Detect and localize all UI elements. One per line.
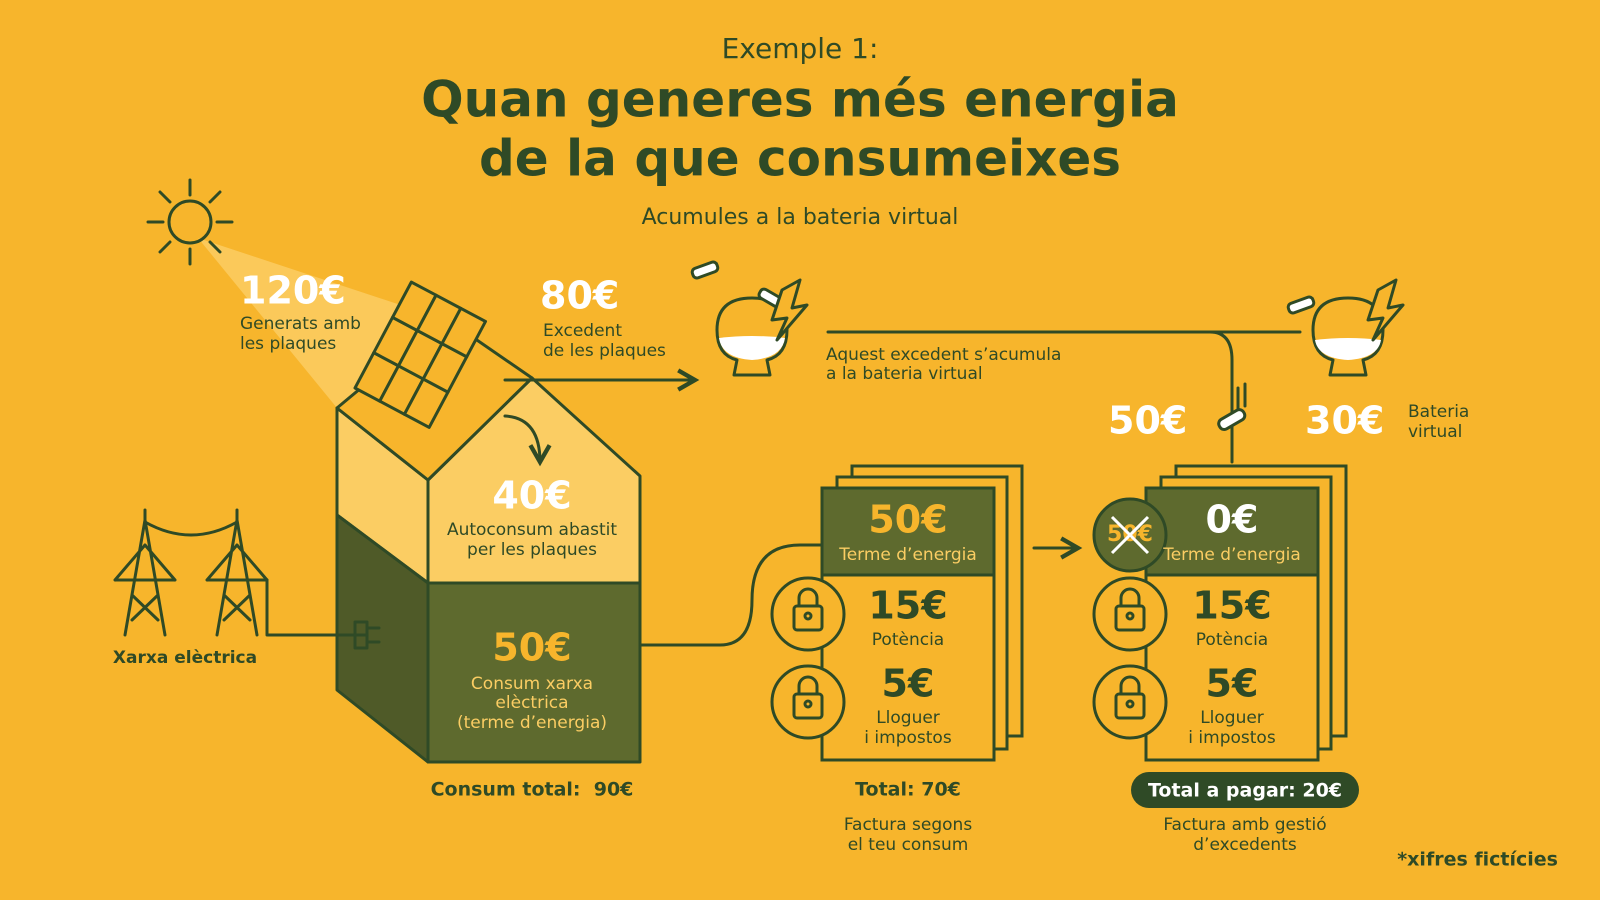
- pylons-part: [265, 578, 357, 637]
- bill-1-part-part: [803, 611, 813, 621]
- bill-2-rent-amount: 5€: [1206, 662, 1259, 706]
- bill-1-part-part: [792, 692, 824, 720]
- piggy-bank: [690, 260, 809, 377]
- grid-consumption-label: (terme d’energia): [457, 713, 607, 733]
- pylons-part: [143, 520, 239, 537]
- cross-out: [1110, 515, 1150, 555]
- grid-consumption-label: Consum xarxa: [471, 674, 593, 694]
- sun-part: [167, 199, 213, 245]
- header: Exemple 1: Quan generes més energia de l…: [421, 32, 1179, 230]
- bill-1-caption: el teu consum: [848, 835, 969, 855]
- self-consumption-label: per les plaques: [467, 540, 597, 560]
- piggy-bank-part: [1366, 278, 1405, 342]
- bill-2-part: [1114, 587, 1146, 720]
- bill-1-rent-label: Lloguer: [876, 708, 940, 728]
- house-part: [426, 581, 642, 764]
- bill-2-part-part: [1119, 587, 1141, 606]
- grid-label: Xarxa elèctrica: [113, 648, 257, 668]
- bill-1-part: [820, 486, 996, 577]
- battery-label: Bateria: [1408, 402, 1469, 422]
- bill-1-energy-label: Terme d’energia: [838, 545, 977, 565]
- generation-amount: 120€: [240, 269, 346, 313]
- house: [335, 280, 642, 764]
- grid-consumption-amount: 50€: [492, 626, 571, 670]
- bill-1-part-part: [797, 675, 819, 694]
- bill-1-part-part: [803, 699, 813, 709]
- kicker: Exemple 1:: [722, 32, 879, 65]
- bill-2-rent-label: Lloguer: [1200, 708, 1264, 728]
- bill-1-rent-label: i impostos: [864, 728, 952, 748]
- bill-2-part-part: [1114, 692, 1146, 720]
- grid-consumption-label: elèctrica: [495, 693, 568, 713]
- bill-1: [770, 464, 1024, 762]
- generation-label: Generats amb: [240, 314, 361, 334]
- piggy-bank-part: [690, 260, 720, 280]
- accumulation-note: a la bateria virtual: [826, 364, 983, 384]
- self-consumption-amount: 40€: [492, 474, 571, 518]
- bill-2-energy-amount: 0€: [1206, 498, 1259, 542]
- battery-used: 50€: [1108, 399, 1187, 443]
- bill-1-energy-amount: 50€: [868, 498, 947, 542]
- title-line: de la que consumeixes: [479, 130, 1121, 188]
- surplus-amount: 80€: [540, 274, 619, 318]
- bill-2-part-part: [1125, 699, 1135, 709]
- accumulation-note: Aquest excedent s’acumula: [826, 345, 1061, 365]
- piggy-bank-part: [1286, 295, 1316, 315]
- bill-2-caption: Factura amb gestió: [1163, 815, 1326, 835]
- pylons: [113, 508, 381, 650]
- surplus-label: de les plaques: [543, 341, 666, 361]
- bill-2-power-label: Potència: [1196, 630, 1268, 650]
- surplus-label: Excedent: [543, 321, 622, 341]
- house-part: [353, 280, 488, 429]
- bill-2-rent-label: i impostos: [1188, 728, 1276, 748]
- coin-motion: [1236, 382, 1247, 412]
- self-consumption-arrow: [503, 414, 552, 467]
- piggy-bank-part: [719, 336, 785, 360]
- bill-1-total: Total: 70€: [855, 779, 961, 801]
- battery-remaining: 30€: [1305, 399, 1384, 443]
- bill-1-caption: Factura segons: [844, 815, 973, 835]
- coin: [1217, 408, 1247, 431]
- piggy-bank: [1286, 278, 1405, 377]
- bill-2-energy-label: Terme d’energia: [1162, 545, 1301, 565]
- bill-1-part: [792, 587, 824, 720]
- battery-link: [826, 330, 1302, 464]
- pylons-part: [353, 620, 381, 650]
- total-pill: [1131, 772, 1359, 808]
- sun-part: [146, 178, 234, 266]
- bill-2-part: [1144, 486, 1320, 577]
- house-part-part: [440, 306, 488, 359]
- bill-connector: [638, 543, 824, 647]
- subtitle: Acumules a la bateria virtual: [642, 205, 959, 230]
- bill-1-power-amount: 15€: [868, 584, 947, 628]
- bill-2-power-amount: 15€: [1192, 584, 1271, 628]
- bill-2-caption: d’excedents: [1193, 835, 1297, 855]
- total-consumption: Consum total: 90€: [431, 779, 634, 801]
- battery-label: virtual: [1408, 422, 1462, 442]
- pylons-part: [205, 508, 269, 637]
- bill-2-part-part: [1125, 611, 1135, 621]
- bill-2-part-part: [1119, 675, 1141, 694]
- pylons-part: [113, 508, 177, 637]
- bill-1-rent-amount: 5€: [882, 662, 935, 706]
- self-consumption-label: Autoconsum abastit: [447, 520, 617, 540]
- piggy-bank-part: [1315, 338, 1381, 360]
- bill-1-power-label: Potència: [872, 630, 944, 650]
- piggy-bank-part: [770, 278, 809, 342]
- title-line: Quan generes més energia: [421, 71, 1179, 129]
- footnote: *xifres fictícies: [1397, 849, 1558, 871]
- bill-1-part-part: [797, 587, 819, 606]
- generation-label: les plaques: [240, 334, 336, 354]
- bill-2-part-part: [1114, 604, 1146, 632]
- bill-2-total: Total a pagar: 20€: [1148, 780, 1342, 802]
- bill-1-part-part: [792, 604, 824, 632]
